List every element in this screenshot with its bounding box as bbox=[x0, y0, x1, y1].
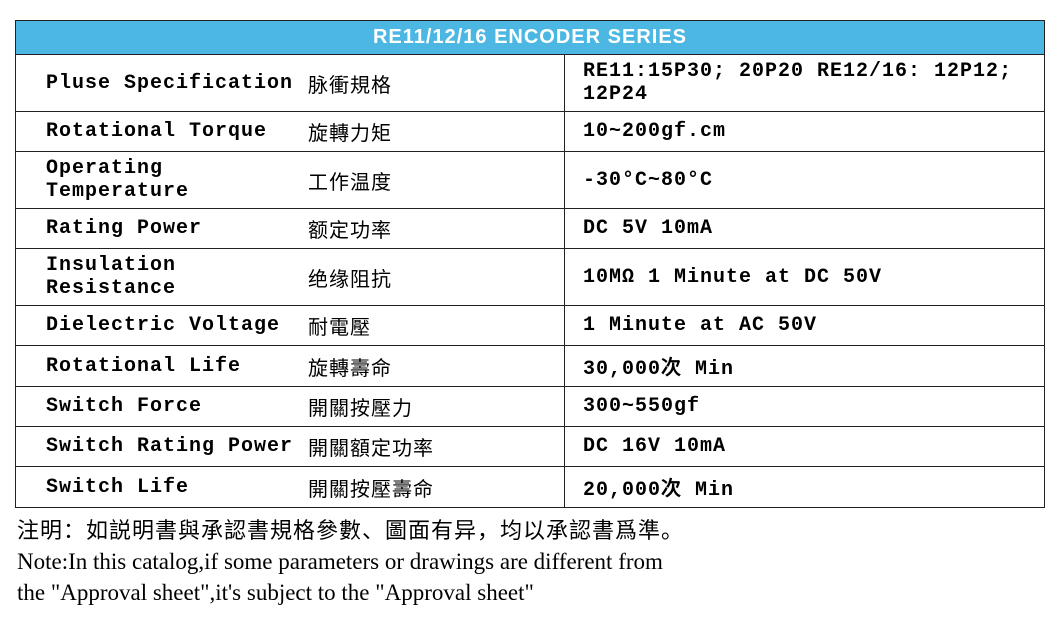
spec-label-cn: 開關按壓壽命 bbox=[302, 467, 565, 508]
table-title: RE11/12/16 ENCODER SERIES bbox=[16, 21, 1045, 55]
spec-value: 30,000次 Min bbox=[565, 346, 1045, 387]
spec-value: 10MΩ 1 Minute at DC 50V bbox=[565, 249, 1045, 306]
spec-label-cn: 工作温度 bbox=[302, 152, 565, 209]
spec-value: 20,000次 Min bbox=[565, 467, 1045, 508]
table-row: Switch Life 開關按壓壽命 20,000次 Min bbox=[16, 467, 1045, 508]
spec-value: DC 5V 10mA bbox=[565, 209, 1045, 249]
spec-label-en: Switch Force bbox=[16, 387, 303, 427]
spec-label-cn: 脉衝規格 bbox=[302, 55, 565, 112]
spec-label-cn: 開關按壓力 bbox=[302, 387, 565, 427]
table-row: Insulation Resistance 绝缘阻抗 10MΩ 1 Minute… bbox=[16, 249, 1045, 306]
spec-value: 1 Minute at AC 50V bbox=[565, 306, 1045, 346]
table-row: Rotational Life 旋轉壽命 30,000次 Min bbox=[16, 346, 1045, 387]
spec-label-en: Operating Temperature bbox=[16, 152, 303, 209]
table-row: Pluse Specification 脉衝規格 RE11:15P30; 20P… bbox=[16, 55, 1045, 112]
spec-table: RE11/12/16 ENCODER SERIES Pluse Specific… bbox=[15, 20, 1045, 508]
spec-value: 300~550gf bbox=[565, 387, 1045, 427]
spec-label-cn: 旋轉壽命 bbox=[302, 346, 565, 387]
table-row: Dielectric Voltage 耐電壓 1 Minute at AC 50… bbox=[16, 306, 1045, 346]
table-row: Rotational Torque 旋轉力矩 10~200gf.cm bbox=[16, 112, 1045, 152]
spec-label-en: Switch Life bbox=[16, 467, 303, 508]
spec-label-en: Switch Rating Power bbox=[16, 427, 303, 467]
spec-value: RE11:15P30; 20P20 RE12/16: 12P12; 12P24 bbox=[565, 55, 1045, 112]
spec-label-en: Pluse Specification bbox=[16, 55, 303, 112]
table-row: Rating Power 额定功率 DC 5V 10mA bbox=[16, 209, 1045, 249]
spec-value: 10~200gf.cm bbox=[565, 112, 1045, 152]
spec-label-cn: 绝缘阻抗 bbox=[302, 249, 565, 306]
spec-value: DC 16V 10mA bbox=[565, 427, 1045, 467]
table-row: Operating Temperature 工作温度 -30°C~80°C bbox=[16, 152, 1045, 209]
footnote-cn: 注明：如説明書與承認書規格參數、圖面有异，均以承認書爲準。 bbox=[17, 516, 1045, 546]
spec-label-cn: 耐電壓 bbox=[302, 306, 565, 346]
spec-label-cn: 旋轉力矩 bbox=[302, 112, 565, 152]
footnote-en-2: the "Approval sheet",it's subject to the… bbox=[17, 577, 1045, 608]
spec-label-cn: 额定功率 bbox=[302, 209, 565, 249]
table-row: Switch Rating Power 開關額定功率 DC 16V 10mA bbox=[16, 427, 1045, 467]
spec-value: -30°C~80°C bbox=[565, 152, 1045, 209]
table-row: Switch Force 開關按壓力 300~550gf bbox=[16, 387, 1045, 427]
spec-label-en: Rotational Life bbox=[16, 346, 303, 387]
spec-label-en: Insulation Resistance bbox=[16, 249, 303, 306]
footnote: 注明：如説明書與承認書規格參數、圖面有异，均以承認書爲準。 Note:In th… bbox=[15, 516, 1045, 608]
spec-label-en: Dielectric Voltage bbox=[16, 306, 303, 346]
spec-label-en: Rating Power bbox=[16, 209, 303, 249]
spec-label-en: Rotational Torque bbox=[16, 112, 303, 152]
footnote-en-1: Note:In this catalog,if some parameters … bbox=[17, 546, 1045, 577]
spec-label-cn: 開關額定功率 bbox=[302, 427, 565, 467]
